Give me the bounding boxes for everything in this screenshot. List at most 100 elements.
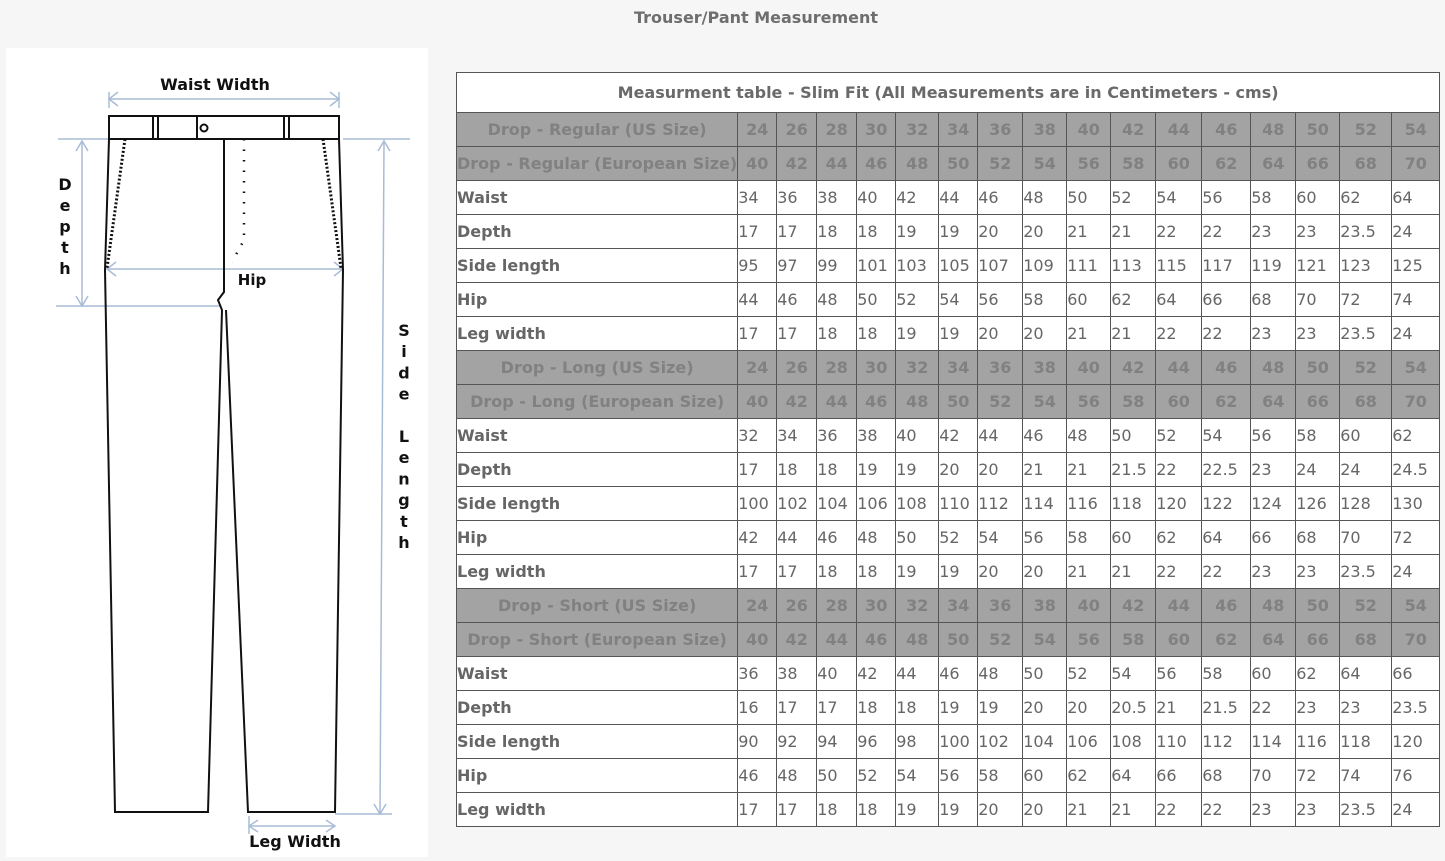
measurement-cell: 17 <box>776 316 818 351</box>
measurement-cell: 102 <box>977 724 1024 759</box>
measurement-cell: 99 <box>816 248 858 283</box>
measurement-cell: 44 <box>737 282 778 317</box>
size-cell: 62 <box>1201 146 1252 181</box>
measurement-cell: 58 <box>1022 282 1068 317</box>
row-label: Leg width <box>455 554 739 589</box>
size-cell: 44 <box>1155 112 1203 147</box>
measurement-cell: 60 <box>1022 758 1068 793</box>
measurement-cell: 46 <box>816 520 858 555</box>
measurement-cell: 20 <box>977 316 1024 351</box>
measurement-cell: 122 <box>1201 486 1252 521</box>
size-cell: 30 <box>856 588 897 623</box>
measurement-cell: 100 <box>737 486 778 521</box>
measurement-cell: 21 <box>1110 554 1157 589</box>
measurement-cell: 114 <box>1250 724 1297 759</box>
size-cell: 44 <box>816 146 858 181</box>
measurement-cell: 116 <box>1066 486 1112 521</box>
size-cell: 64 <box>1250 622 1297 657</box>
measurement-cell: 48 <box>1066 418 1112 453</box>
measurement-cell: 20 <box>977 554 1024 589</box>
size-cell: 42 <box>776 622 818 657</box>
measurement-cell: 58 <box>1250 180 1297 215</box>
measurement-cell: 125 <box>1391 248 1441 283</box>
measurement-cell: 18 <box>816 316 858 351</box>
size-cell: 52 <box>1339 588 1393 623</box>
size-cell: 66 <box>1295 146 1341 181</box>
size-cell: 46 <box>856 146 897 181</box>
measurement-cell: 104 <box>1022 724 1068 759</box>
measurement-cell: 24 <box>1391 316 1441 351</box>
measurement-cell: 64 <box>1201 520 1252 555</box>
size-cell: 54 <box>1391 588 1441 623</box>
measurement-cell: 116 <box>1295 724 1341 759</box>
size-cell: 44 <box>1155 350 1203 385</box>
measurement-cell: 19 <box>977 690 1024 725</box>
measurement-cell: 44 <box>938 180 979 215</box>
measurement-cell: 19 <box>938 316 979 351</box>
measurement-row: Side length 100 102 104 106 108 110 112 114 116 11… <box>455 486 1441 521</box>
measurement-cell: 20.5 <box>1110 690 1157 725</box>
measurement-cell: 32 <box>737 418 778 453</box>
size-cell: 32 <box>895 588 940 623</box>
measurement-cell: 18 <box>856 554 897 589</box>
measurement-cell: 62 <box>1066 758 1112 793</box>
measurement-cell: 56 <box>977 282 1024 317</box>
measurement-cell: 22 <box>1155 792 1203 827</box>
measurement-cell: 115 <box>1155 248 1203 283</box>
measurement-cell: 22 <box>1201 554 1252 589</box>
size-cell: 36 <box>977 112 1024 147</box>
measurement-cell: 24 <box>1339 452 1393 487</box>
measurement-cell: 22 <box>1201 316 1252 351</box>
size-cell: 54 <box>1391 112 1441 147</box>
measurement-cell: 20 <box>1022 554 1068 589</box>
measurement-cell: 62 <box>1391 418 1441 453</box>
size-cell: 50 <box>1295 350 1341 385</box>
measurement-cell: 97 <box>776 248 818 283</box>
measurement-cell: 52 <box>938 520 979 555</box>
measurement-cell: 22.5 <box>1201 452 1252 487</box>
measurement-cell: 23 <box>1250 792 1297 827</box>
size-cell: 46 <box>1201 588 1252 623</box>
measurement-cell: 40 <box>895 418 940 453</box>
measurement-cell: 17 <box>776 792 818 827</box>
measurement-cell: 22 <box>1155 452 1203 487</box>
measurement-row: Leg width 17 17 18 18 19 19 20 20 21 21 22 22 23 23 23.… <box>455 792 1441 827</box>
measurement-cell: 66 <box>1201 282 1252 317</box>
measurement-cell: 105 <box>938 248 979 283</box>
measurement-cell: 126 <box>1295 486 1341 521</box>
size-cell: 50 <box>1295 588 1341 623</box>
row-label: Hip <box>455 520 739 555</box>
row-label: Leg width <box>455 792 739 827</box>
measurement-row: Leg width 17 17 18 18 19 19 20 20 21 21 22 22 23 23 23.… <box>455 316 1441 351</box>
measurement-cell: 18 <box>856 690 897 725</box>
measurement-cell: 19 <box>895 214 940 249</box>
size-cell: 66 <box>1295 622 1341 657</box>
measurement-cell: 24 <box>1391 554 1441 589</box>
measurement-cell: 19 <box>895 554 940 589</box>
measurement-cell: 18 <box>816 554 858 589</box>
measurement-table: Measurment table - Slim Fit (All Measure… <box>455 72 1441 827</box>
size-cell: 58 <box>1110 146 1157 181</box>
measurement-cell: 40 <box>856 180 897 215</box>
measurement-cell: 110 <box>938 486 979 521</box>
measurement-cell: 36 <box>737 656 778 691</box>
measurement-cell: 118 <box>1339 724 1393 759</box>
measurement-cell: 56 <box>1201 180 1252 215</box>
size-cell: 38 <box>1022 588 1068 623</box>
measurement-cell: 23 <box>1250 554 1297 589</box>
measurement-cell: 19 <box>895 452 940 487</box>
measurement-cell: 119 <box>1250 248 1297 283</box>
measurement-cell: 74 <box>1339 758 1393 793</box>
measurement-cell: 19 <box>856 452 897 487</box>
measurement-cell: 17 <box>737 316 778 351</box>
size-cell: 54 <box>1022 384 1068 419</box>
measurement-cell: 18 <box>856 792 897 827</box>
measurement-row: Depth 16 17 17 18 18 19 19 20 20 20.5 21 21.5 22 23 23 2… <box>455 690 1441 725</box>
measurement-cell: 106 <box>1066 724 1112 759</box>
measurement-cell: 46 <box>938 656 979 691</box>
size-cell: 42 <box>776 146 818 181</box>
measurement-cell: 92 <box>776 724 818 759</box>
measurement-cell: 23.5 <box>1339 214 1393 249</box>
measurement-cell: 20 <box>1022 316 1068 351</box>
